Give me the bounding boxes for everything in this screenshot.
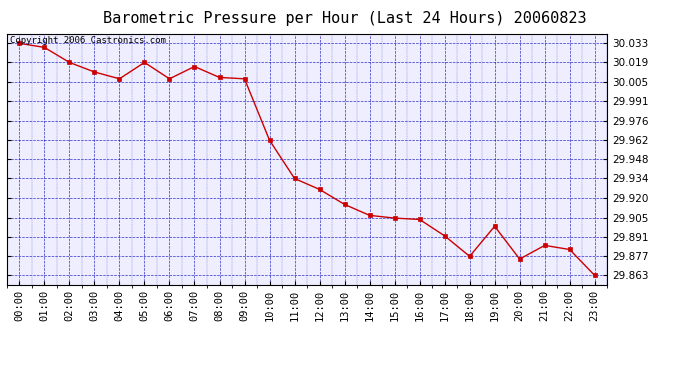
Text: Barometric Pressure per Hour (Last 24 Hours) 20060823: Barometric Pressure per Hour (Last 24 Ho…: [104, 11, 586, 26]
Text: Copyright 2006 Castronics.com: Copyright 2006 Castronics.com: [10, 36, 166, 45]
